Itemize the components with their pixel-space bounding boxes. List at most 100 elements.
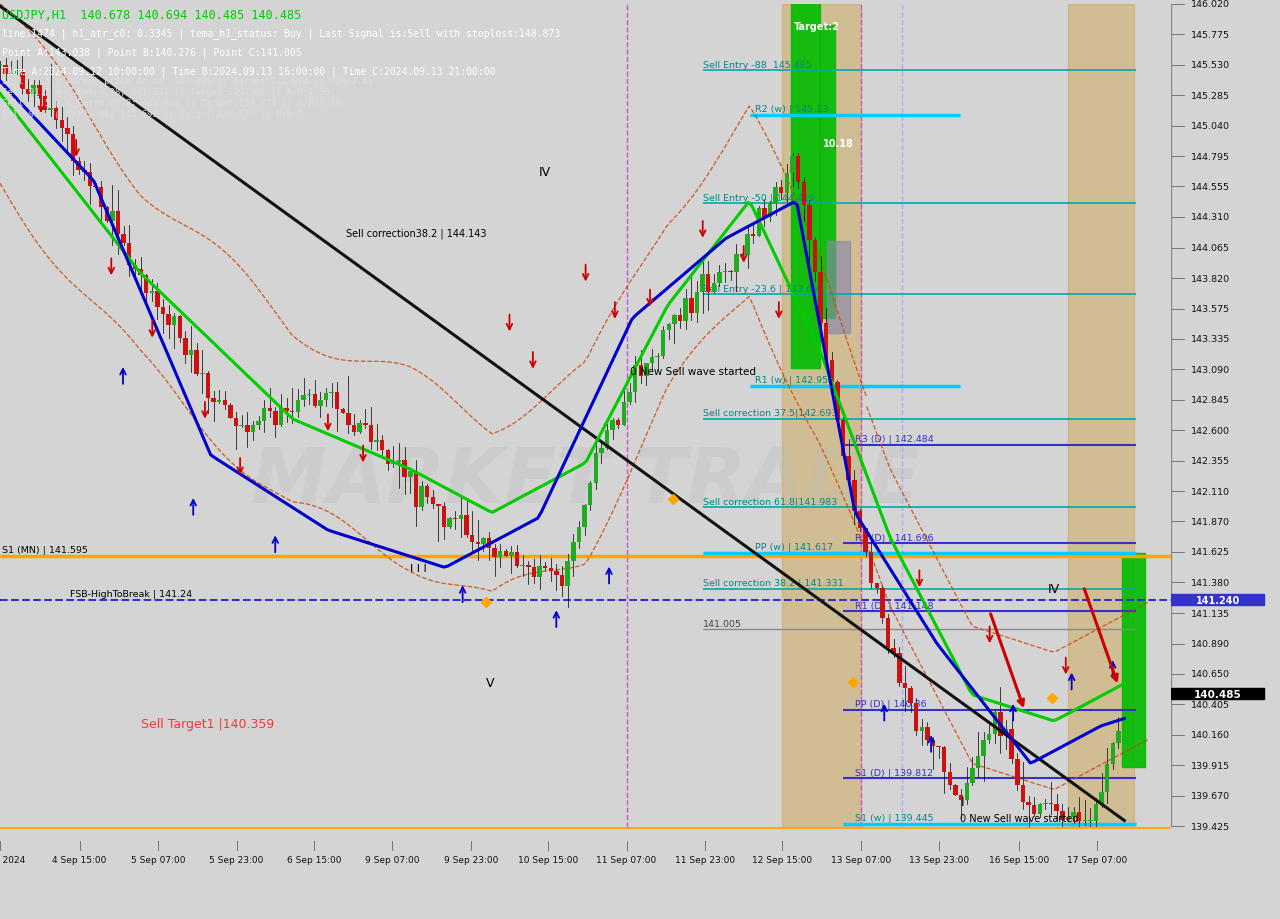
Bar (307, 395, 311, 396)
Text: 140.890: 140.890 (1190, 640, 1230, 649)
Bar (632, 366, 637, 392)
Bar (914, 703, 918, 732)
Bar (1123, 553, 1146, 767)
Bar (442, 506, 447, 527)
Bar (526, 565, 531, 568)
Bar (273, 412, 278, 425)
Bar (54, 108, 59, 120)
Bar (436, 505, 440, 506)
Bar (678, 315, 682, 322)
Bar (1116, 732, 1121, 743)
Text: 9 Sep 07:00: 9 Sep 07:00 (365, 855, 420, 864)
Bar (639, 366, 643, 377)
Bar (458, 516, 463, 519)
Text: 5 Sep 07:00: 5 Sep 07:00 (131, 855, 186, 864)
Bar (470, 535, 475, 542)
Bar (954, 785, 957, 795)
Bar (296, 401, 300, 413)
Bar (324, 394, 328, 401)
Text: R1 (D) | 141.148: R1 (D) | 141.148 (855, 601, 933, 610)
Text: 143.090: 143.090 (1190, 365, 1230, 374)
Text: S1 (w) | 139.445: S1 (w) | 139.445 (855, 813, 933, 823)
Text: 145.040: 145.040 (1190, 122, 1230, 131)
Bar (420, 487, 424, 508)
Text: 142.600: 142.600 (1190, 426, 1230, 436)
Bar (616, 421, 621, 425)
Bar (20, 73, 24, 90)
Text: I I I: I I I (410, 563, 426, 573)
Bar (122, 235, 125, 244)
Bar (262, 408, 266, 422)
Text: 3 Sep 2024: 3 Sep 2024 (0, 855, 26, 864)
Text: 146.020: 146.020 (1190, 0, 1230, 9)
Bar (1020, 786, 1025, 802)
Text: 145.775: 145.775 (1190, 30, 1230, 40)
Bar (1105, 764, 1110, 792)
Bar (965, 783, 969, 800)
Bar (234, 418, 238, 426)
Text: Sell 91.5 @ Market price or at: 141.005 || Target:122.074 || R/R:2.41: Sell 91.5 @ Market price or at: 141.005 … (3, 77, 374, 86)
Bar (689, 299, 694, 313)
Bar (992, 711, 997, 734)
Bar (509, 552, 513, 557)
Bar (1032, 805, 1037, 814)
Bar (707, 275, 710, 293)
Bar (808, 206, 812, 241)
Bar (902, 683, 908, 687)
Text: 13 Sep 07:00: 13 Sep 07:00 (831, 855, 891, 864)
Bar (244, 425, 250, 433)
Text: 140.405: 140.405 (1190, 700, 1230, 709)
Bar (599, 448, 604, 454)
Bar (594, 454, 598, 483)
Text: 145.530: 145.530 (1190, 62, 1230, 70)
Bar (77, 162, 81, 171)
Bar (110, 211, 115, 222)
Text: 142.110: 142.110 (1190, 487, 1230, 496)
Text: 140.160: 140.160 (1190, 731, 1230, 740)
Text: Sell correction 38.2 | 141.331: Sell correction 38.2 | 141.331 (703, 578, 844, 587)
Bar (329, 392, 334, 394)
Text: 0 New Sell wave started: 0 New Sell wave started (960, 813, 1079, 823)
Bar (684, 299, 687, 322)
Bar (369, 425, 374, 442)
Text: Sell correction38.2 | 144.143: Sell correction38.2 | 144.143 (346, 229, 486, 239)
Text: 144.310: 144.310 (1190, 213, 1230, 222)
Bar (172, 316, 177, 325)
Text: 139.915: 139.915 (1190, 761, 1230, 770)
Bar (340, 409, 346, 414)
Bar (183, 339, 188, 356)
Bar (127, 244, 132, 266)
Text: S1 (D) | 139.812: S1 (D) | 139.812 (855, 767, 933, 777)
Bar (481, 539, 485, 545)
Bar (374, 440, 379, 442)
Bar (256, 422, 261, 425)
Bar (650, 357, 654, 364)
Bar (813, 241, 817, 273)
Bar (60, 120, 64, 129)
Bar (1060, 811, 1065, 821)
Text: 140.650: 140.650 (1190, 669, 1230, 678)
Bar (1038, 804, 1042, 814)
Bar (279, 408, 283, 425)
Text: IV: IV (539, 165, 550, 178)
Bar (531, 568, 536, 577)
Bar (841, 420, 845, 457)
Bar (998, 711, 1002, 736)
Bar (1076, 812, 1082, 821)
Bar (780, 187, 783, 194)
Text: Point A:143.038 | Point B:140.276 | Point C:141.005: Point A:143.038 | Point B:140.276 | Poin… (3, 48, 302, 58)
Bar (211, 399, 216, 403)
Bar (430, 497, 435, 505)
Bar (82, 171, 87, 173)
Text: 9 Sep 23:00: 9 Sep 23:00 (444, 855, 498, 864)
Text: 143.575: 143.575 (1190, 305, 1230, 313)
Bar (549, 568, 553, 572)
Bar (728, 271, 733, 273)
Bar (942, 747, 946, 772)
Bar (695, 293, 699, 313)
Text: PP (D) | 140.36: PP (D) | 140.36 (855, 699, 927, 709)
Bar (1004, 729, 1009, 736)
Bar (869, 552, 873, 584)
Bar (26, 90, 31, 95)
Bar (931, 740, 936, 746)
